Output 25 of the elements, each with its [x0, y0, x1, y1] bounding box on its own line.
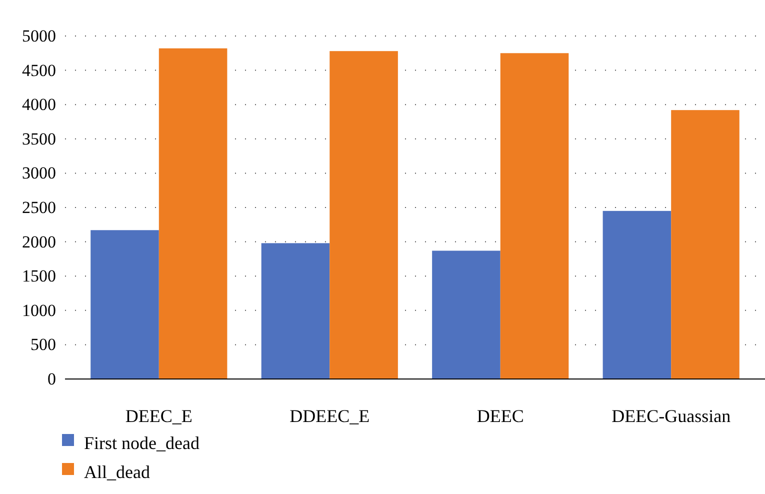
y-tick-label: 1500	[22, 266, 56, 286]
bar	[330, 51, 398, 379]
bar	[602, 210, 672, 379]
legend-label: First node_dead	[84, 433, 200, 454]
y-tick-label: 2000	[22, 232, 56, 252]
x-tick-label: DEEC	[476, 406, 524, 426]
y-tick-label: 3500	[22, 129, 56, 148]
bar	[671, 110, 740, 379]
y-tick-label: 2500	[22, 198, 56, 217]
y-tick-label: 500	[30, 335, 56, 354]
bar	[90, 230, 159, 379]
bar	[500, 53, 569, 379]
bar	[432, 250, 500, 379]
legend-label: All_dead	[84, 462, 150, 482]
y-tick-label: 5000	[22, 26, 56, 46]
y-tick-label: 4000	[22, 95, 56, 114]
x-tick-label: DEEC-Guassian	[612, 406, 731, 426]
y-tick-label: 3000	[22, 164, 56, 183]
bar	[261, 243, 330, 379]
x-tick-label: DDEEC_E	[290, 406, 370, 426]
x-tick-label: DEEC_E	[125, 406, 192, 426]
bar	[158, 48, 228, 379]
y-tick-label: 1000	[22, 300, 56, 320]
y-tick-label: 4500	[22, 60, 56, 80]
y-tick-label: 0	[48, 369, 56, 388]
